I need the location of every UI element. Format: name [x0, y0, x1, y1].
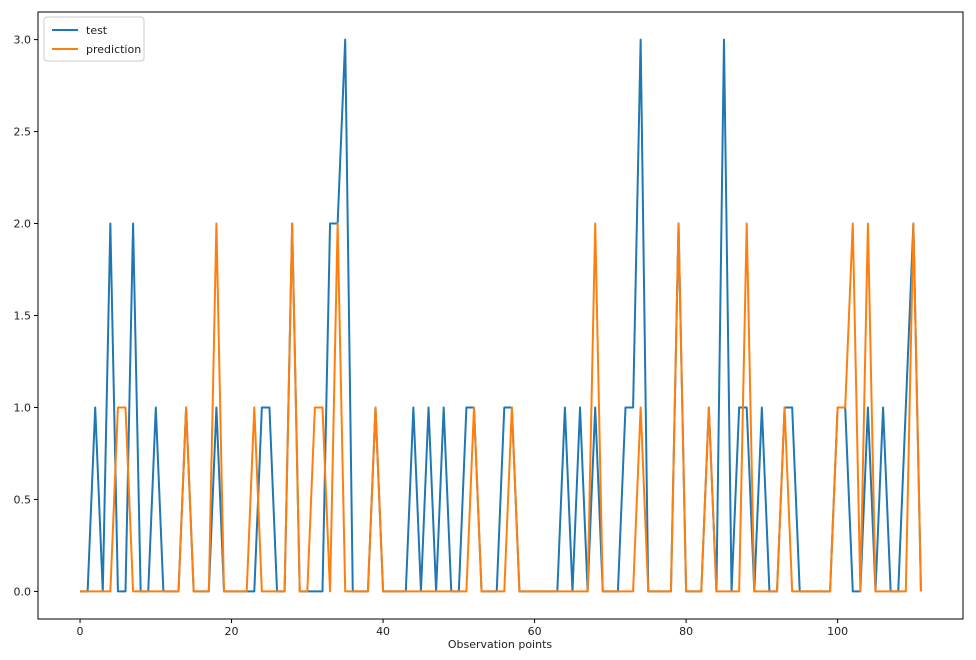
legend-label-prediction: prediction — [86, 43, 141, 56]
series-line-prediction — [80, 222, 922, 593]
y-tick-label: 3.0 — [14, 34, 32, 47]
series-line-test — [80, 38, 922, 593]
x-tick-label: 0 — [77, 625, 84, 638]
x-axis-title: Observation points — [448, 638, 553, 651]
y-tick-label: 2.5 — [14, 126, 32, 139]
legend: test prediction — [43, 16, 145, 62]
series-layer — [80, 38, 922, 593]
y-tick-label: 2.0 — [14, 218, 32, 231]
x-tick-label: 100 — [827, 625, 848, 638]
plot-frame — [37, 11, 964, 620]
axes-layer: 0 20 40 60 80 100 0.0 0.5 1.0 1.5 2.0 2.5 3.0 — [14, 11, 964, 638]
y-tick-label: 1.5 — [14, 310, 32, 323]
legend-label-test: test — [86, 24, 108, 37]
y-tick-label: 1.0 — [14, 401, 32, 414]
x-tick-label: 60 — [528, 625, 542, 638]
x-tick-label: 80 — [679, 625, 693, 638]
x-tick-label: 20 — [225, 625, 239, 638]
y-tick-label: 0.5 — [14, 493, 32, 506]
x-tick-label: 40 — [376, 625, 390, 638]
y-tick-label: 0.0 — [14, 585, 32, 598]
